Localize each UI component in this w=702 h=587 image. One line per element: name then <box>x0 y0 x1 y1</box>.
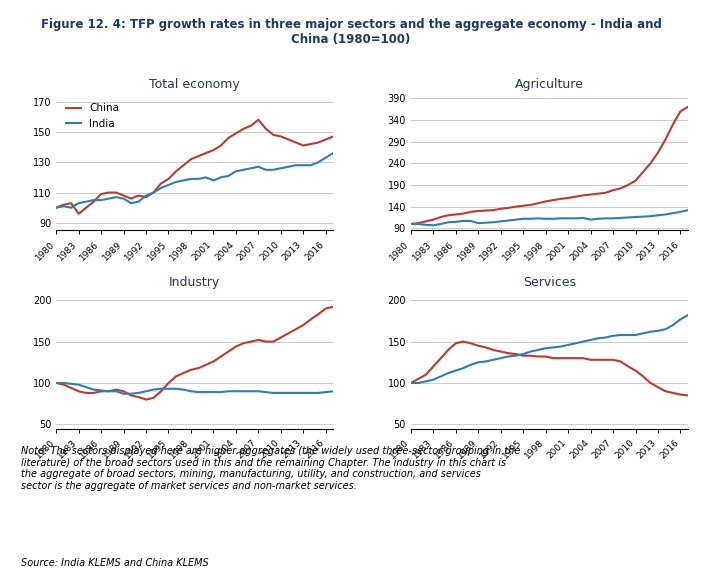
Text: Figure 12. 4: TFP growth rates in three major sectors and the aggregate economy : Figure 12. 4: TFP growth rates in three … <box>41 18 661 46</box>
Title: Services: Services <box>523 276 576 289</box>
Title: Agriculture: Agriculture <box>515 78 584 92</box>
Title: Total economy: Total economy <box>150 78 240 92</box>
Text: Source: India KLEMS and China KLEMS: Source: India KLEMS and China KLEMS <box>21 558 208 568</box>
Text: Note: The sectors displayed here are higher aggregates (the widely used three-se: Note: The sectors displayed here are hig… <box>21 446 520 491</box>
Title: Industry: Industry <box>169 276 220 289</box>
Legend: China, India: China, India <box>61 99 124 133</box>
